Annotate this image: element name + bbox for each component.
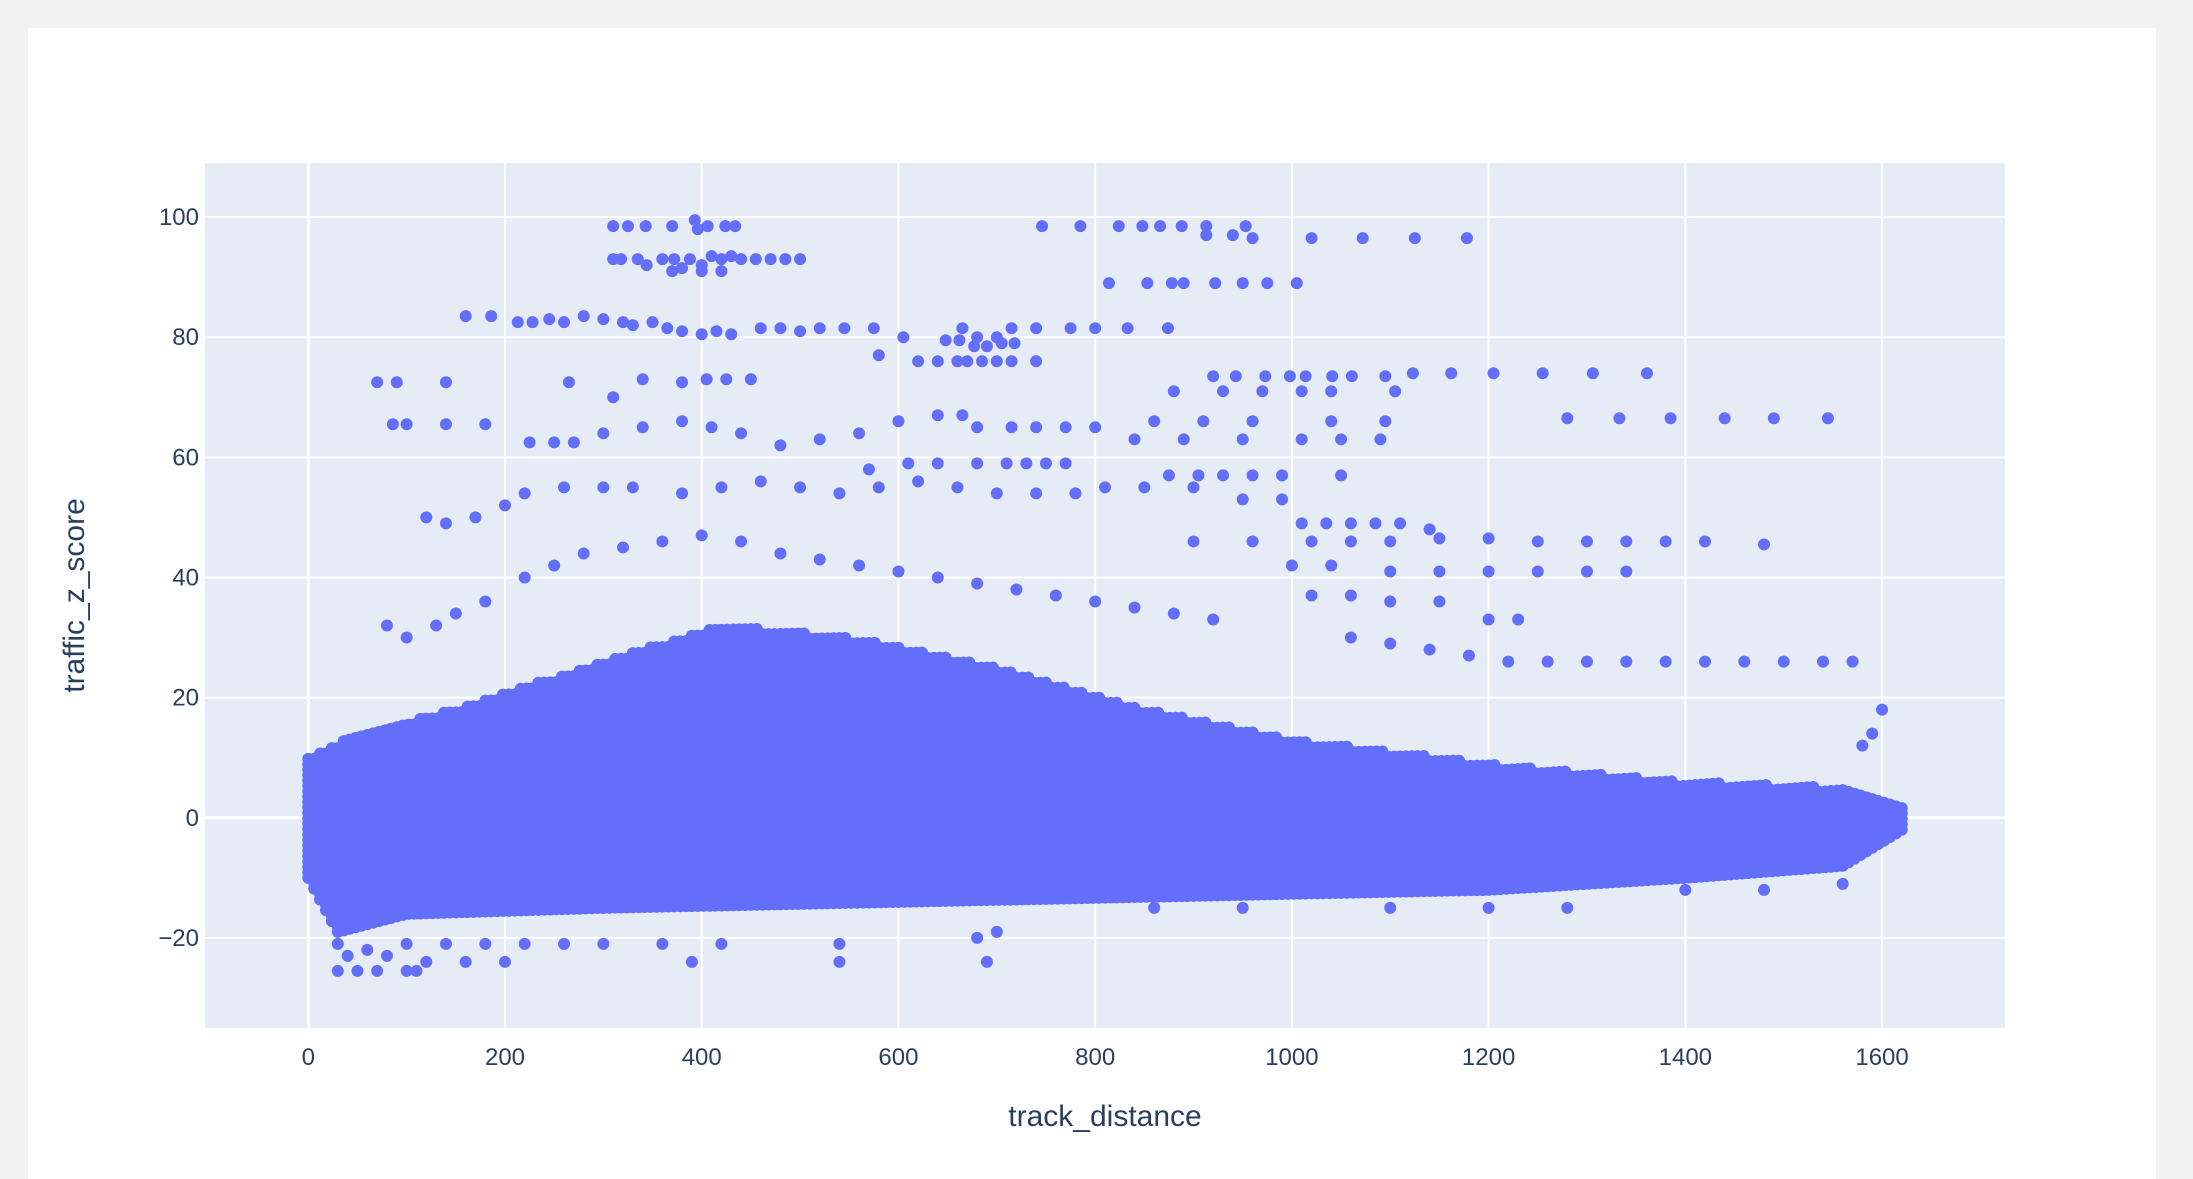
data-points [302, 214, 1908, 977]
scatter-chart: 0 200 400 600 800 1000 1200 1400 1600 −200204060… [58, 163, 2005, 1133]
chart-card: 0 200 400 600 800 1000 1200 1400 1600 −20 0 20 40 60… [28, 28, 2156, 1179]
